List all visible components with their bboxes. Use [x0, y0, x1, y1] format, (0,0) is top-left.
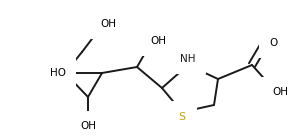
Text: OH: OH [80, 121, 96, 131]
Text: HO: HO [50, 68, 66, 78]
Text: OH: OH [150, 36, 166, 46]
Text: OH: OH [272, 87, 288, 97]
Text: OH: OH [100, 19, 116, 29]
Text: NH: NH [180, 54, 196, 64]
Text: O: O [269, 38, 277, 48]
Text: S: S [178, 112, 186, 122]
